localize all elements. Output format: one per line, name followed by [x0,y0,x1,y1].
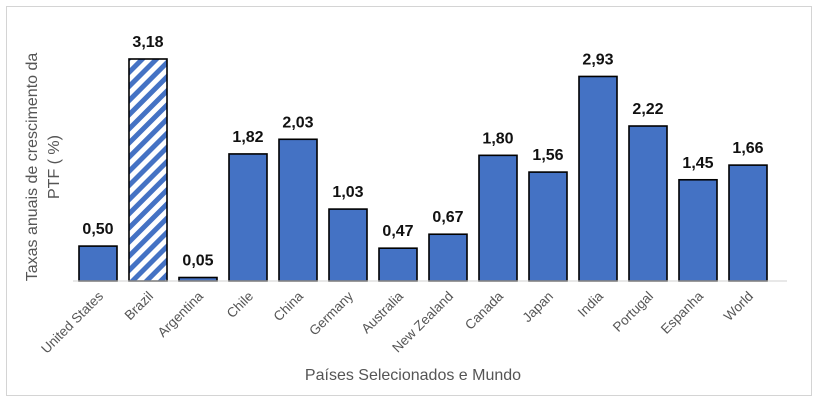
value-label-argentina: 0,05 [182,253,213,270]
bar-espanha [678,178,718,282]
value-label-world: 1,66 [732,140,763,157]
x-tick-label-canada: Canada [462,288,506,332]
bar-chart: 0,50 3,18 0,05 1,82 2,03 1,03 0,47 0,67 1,80 1,56… [24,34,787,384]
value-label-united-states: 0,50 [82,221,113,238]
bar-australia [378,247,418,282]
y-axis-title-line-1: Taxas anuais de crescimento da [24,53,41,282]
bar-world [728,164,768,282]
value-label-chile: 1,82 [232,129,263,146]
bar-japan [528,171,568,282]
x-tick-label-india: India [575,288,607,320]
value-label-germany: 1,03 [332,184,363,201]
x-tick-label-united-states: United States [38,288,106,356]
bar-new-zealand [428,233,468,282]
x-tick-label-argentina: Argentina [155,288,207,340]
value-label-china: 2,03 [282,114,313,131]
x-tick-label-china: China [271,288,307,324]
x-tick-label-japan: Japan [519,289,556,326]
bar-canada [478,154,518,282]
value-label-canada: 1,80 [482,130,513,147]
x-tick-label-chile: Chile [224,289,256,321]
bar-china [278,138,318,282]
y-axis-title-line-2: PTF ( %) [46,135,63,199]
chart-frame: 0,50 3,18 0,05 1,82 2,03 1,03 0,47 0,67 1,80 1,56… [6,6,812,396]
x-tick-label-espanha: Espanha [658,288,707,337]
value-labels-layer: 0,50 3,18 0,05 1,82 2,03 1,03 0,47 0,67 1,80 1,56… [82,34,763,270]
bar-india [578,75,618,282]
x-tick-label-australia: Australia [358,288,406,336]
bar-united-states [78,245,118,282]
bar-argentina [178,276,218,282]
value-label-india: 2,93 [582,51,613,68]
x-tick-label-brazil: Brazil [122,289,156,323]
bar-germany [328,208,368,282]
value-label-australia: 0,47 [382,223,413,240]
x-tick-label-world: World [721,289,756,324]
value-label-espanha: 1,45 [682,155,713,172]
value-label-portugal: 2,22 [632,101,663,118]
bars-layer [78,58,768,282]
x-axis-title: Países Selecionados e Mundo [305,367,521,384]
bar-brazil [128,58,168,282]
value-label-japan: 1,56 [532,147,563,164]
bar-portugal [628,125,668,282]
bar-chile [228,153,268,282]
x-tick-label-portugal: Portugal [610,289,656,335]
value-label-brazil: 3,18 [132,34,163,51]
x-tick-label-germany: Germany [306,288,356,338]
value-label-new-zealand: 0,67 [432,209,463,226]
